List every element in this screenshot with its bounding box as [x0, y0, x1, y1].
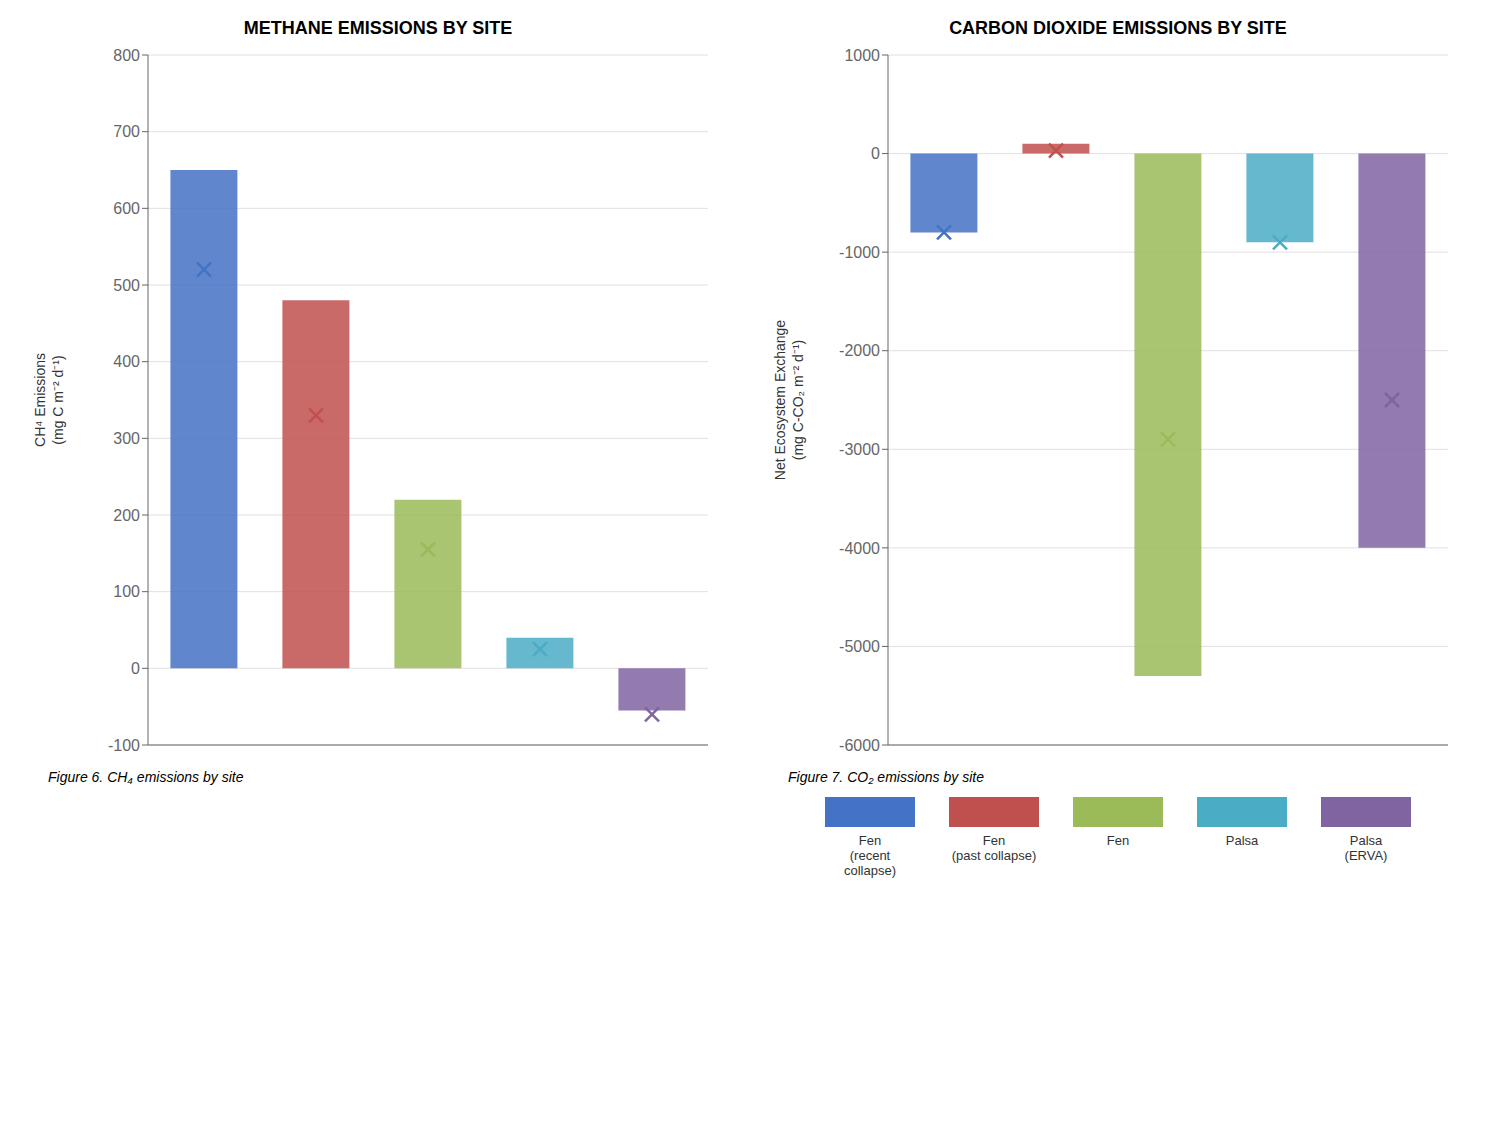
svg-text:-6000: -6000 — [839, 737, 880, 754]
svg-text:700: 700 — [113, 123, 140, 140]
svg-text:0: 0 — [871, 145, 880, 162]
svg-text:100: 100 — [113, 583, 140, 600]
svg-text:400: 400 — [113, 353, 140, 370]
html-text:Figure 7. CO₂ emissions by sit: Figure 7. CO₂ emissions by site — [788, 769, 984, 785]
svg-text:1000: 1000 — [844, 47, 880, 64]
svg-text:300: 300 — [113, 430, 140, 447]
html-text:Palsa (ERVA): Palsa (ERVA) — [1344, 833, 1388, 863]
svg-text:-1000: -1000 — [839, 244, 880, 261]
svg-text:-4000: -4000 — [839, 540, 880, 557]
svg-text:0: 0 — [131, 660, 140, 677]
html-text:Fen (recent collapse): Fen (recent collapse) — [844, 833, 896, 878]
html-text:Fen: Fen — [1106, 833, 1130, 848]
svg-text:800: 800 — [113, 47, 140, 64]
html-text:METHANE EMISSIONS BY SITE: METHANE EMISSIONS BY SITE — [243, 18, 513, 38]
svg-text:-2000: -2000 — [839, 342, 880, 359]
html-text:Palsa: Palsa — [1225, 833, 1259, 848]
svg-text:600: 600 — [113, 200, 140, 217]
html-text:Figure 6. CH₄ emissions by sit: Figure 6. CH₄ emissions by site — [48, 769, 244, 785]
svg-text:-5000: -5000 — [839, 638, 880, 655]
svg-text:CH⁴ Emissions(mg C m⁻² d⁻¹): CH⁴ Emissions(mg C m⁻² d⁻¹) — [32, 353, 66, 447]
svg-text:Net Ecosystem Exchange(mg C-CO: Net Ecosystem Exchange(mg C-CO₂ m⁻² d⁻¹) — [772, 320, 806, 481]
svg-text:500: 500 — [113, 277, 140, 294]
svg-text:200: 200 — [113, 507, 140, 524]
html-text:CARBON DIOXIDE EMISSIONS BY SI: CARBON DIOXIDE EMISSIONS BY SITE — [949, 18, 1287, 38]
html-text:Fen (past collapse): Fen (past collapse) — [951, 833, 1037, 863]
svg-text:-100: -100 — [108, 737, 140, 754]
svg-text:-3000: -3000 — [839, 441, 880, 458]
